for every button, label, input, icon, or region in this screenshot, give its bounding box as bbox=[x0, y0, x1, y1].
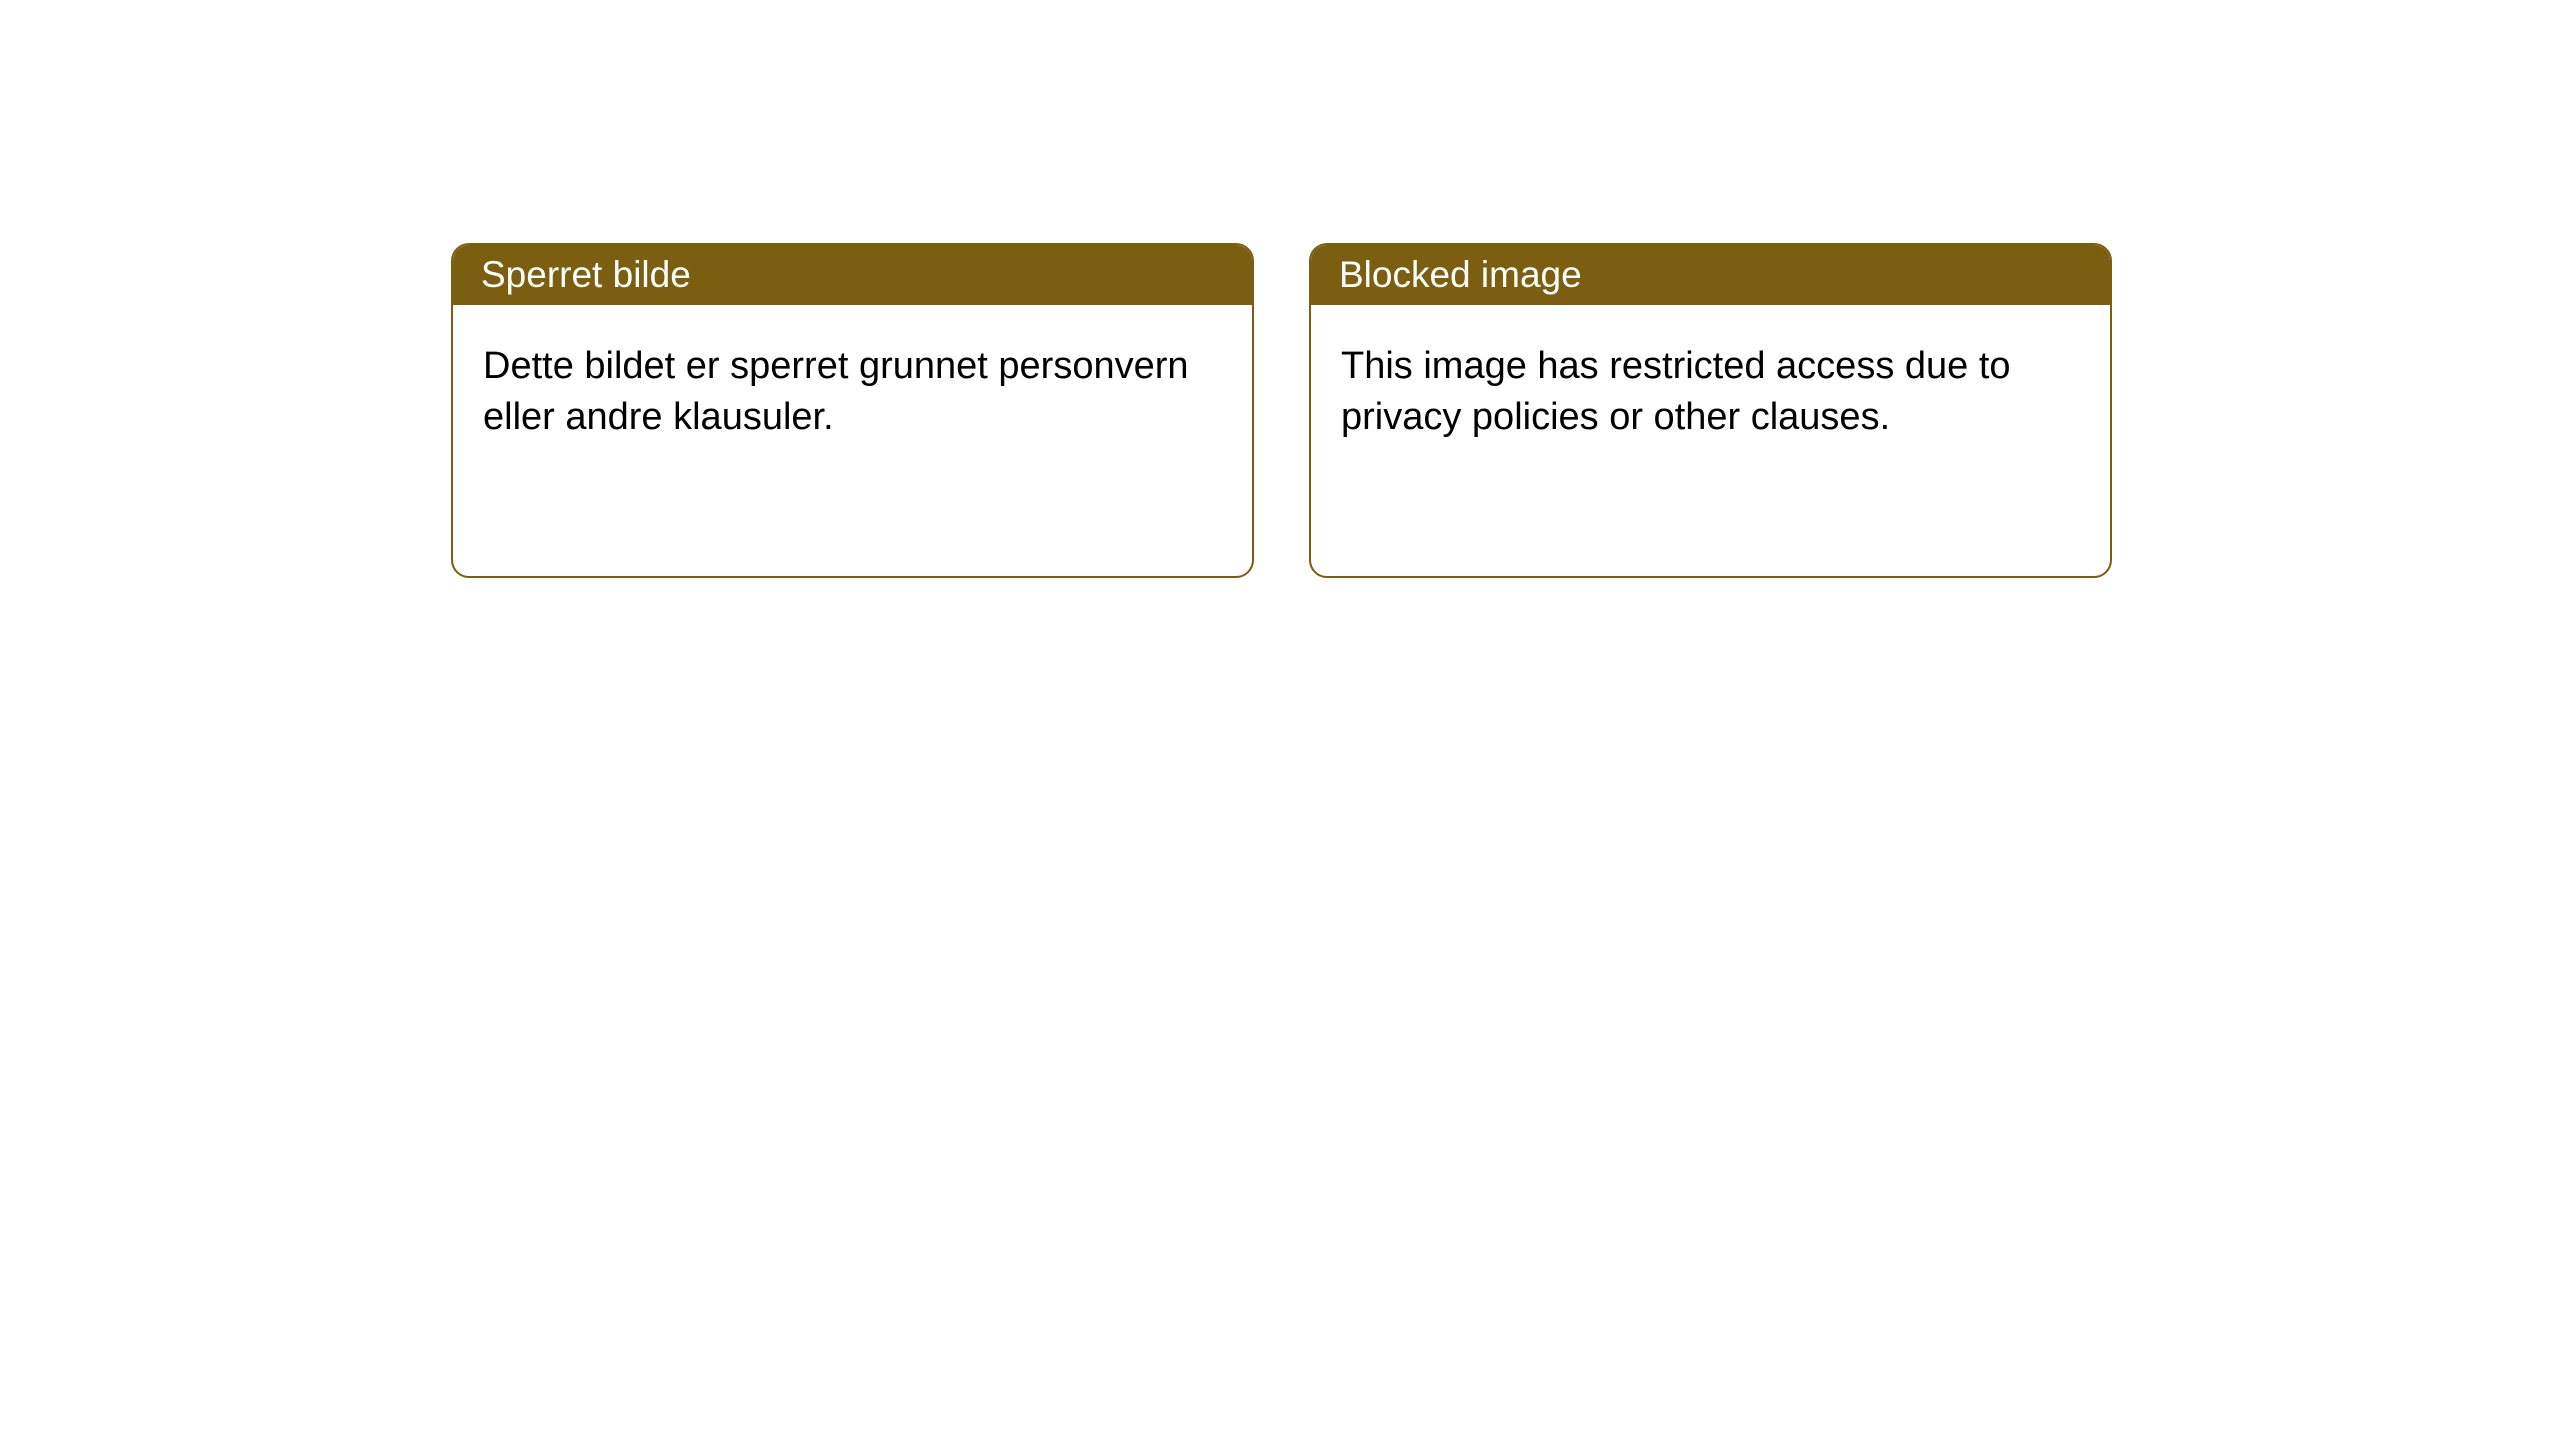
notice-title-english: Blocked image bbox=[1311, 245, 2110, 305]
notice-body-norwegian: Dette bildet er sperret grunnet personve… bbox=[453, 305, 1252, 480]
notice-container: Sperret bilde Dette bildet er sperret gr… bbox=[0, 0, 2560, 578]
notice-card-english: Blocked image This image has restricted … bbox=[1309, 243, 2112, 578]
notice-body-english: This image has restricted access due to … bbox=[1311, 305, 2110, 480]
notice-card-norwegian: Sperret bilde Dette bildet er sperret gr… bbox=[451, 243, 1254, 578]
notice-title-norwegian: Sperret bilde bbox=[453, 245, 1252, 305]
